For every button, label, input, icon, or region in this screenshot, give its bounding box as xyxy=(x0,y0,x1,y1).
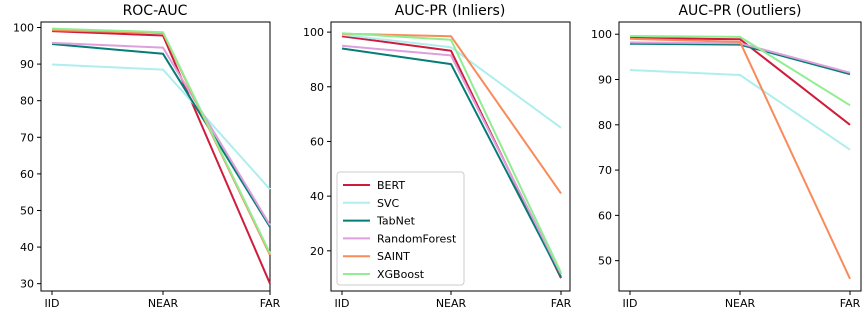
series-line-xgboost xyxy=(51,27,271,254)
legend-label: SVC xyxy=(377,197,400,210)
legend-item: XGBoost xyxy=(343,268,425,281)
axis-ticks: 20 40 60 80 100 IID NEAR FAR xyxy=(303,26,572,310)
series-line-svc xyxy=(341,33,562,129)
series-lines xyxy=(629,35,851,280)
plot-frame xyxy=(618,21,862,292)
x-tick-label: NEAR xyxy=(725,297,756,310)
subplot-auc-pr-outliers: AUC-PR (Outliers) 50 60 70 80 90 100 IID NEAR FA… xyxy=(591,3,862,310)
legend-label: SAINT xyxy=(377,250,410,263)
y-tick-label: 100 xyxy=(591,28,612,41)
y-tick-label: 40 xyxy=(20,241,34,254)
legend-item: SVC xyxy=(343,197,400,210)
series-lines xyxy=(51,27,271,285)
y-tick-label: 20 xyxy=(310,245,324,258)
legend-item: BERT xyxy=(343,179,405,192)
axis-ticks: 30 40 50 60 70 80 90 100 IID NEAR FAR xyxy=(13,21,281,310)
legend-label: RandomForest xyxy=(377,232,457,245)
series-line-xgboost xyxy=(341,32,562,274)
series-line-randomforest xyxy=(629,41,851,74)
subplot-title: AUC-PR (Inliers) xyxy=(395,3,506,19)
plot-frame xyxy=(40,21,271,292)
series-line-tabnet xyxy=(341,47,562,278)
x-tick-label: FAR xyxy=(840,297,861,310)
x-tick-label: FAR xyxy=(260,297,281,310)
y-tick-label: 40 xyxy=(310,190,324,203)
series-line-svc xyxy=(51,63,271,190)
x-tick-label: NEAR xyxy=(436,297,467,310)
axis-ticks: 50 60 70 80 90 100 IID NEAR FAR xyxy=(591,28,861,310)
y-tick-label: 100 xyxy=(303,26,324,39)
y-tick-label: 30 xyxy=(20,278,34,291)
series-line-saint xyxy=(629,37,851,280)
x-tick-label: IID xyxy=(335,297,350,310)
x-tick-label: FAR xyxy=(551,297,572,310)
legend-item: SAINT xyxy=(343,250,410,263)
series-line-tabnet xyxy=(629,42,851,76)
x-tick-label: IID xyxy=(45,297,60,310)
legend-label: BERT xyxy=(377,179,405,192)
legend-label: XGBoost xyxy=(377,268,425,281)
subplot-title: AUC-PR (Outliers) xyxy=(678,3,801,19)
series-line-randomforest xyxy=(51,41,271,226)
y-tick-label: 60 xyxy=(598,209,612,222)
y-tick-label: 80 xyxy=(598,119,612,132)
legend-items: BERT SVC TabNet RandomForest SAINT XGBoost xyxy=(343,179,457,281)
series-line-bert xyxy=(629,36,851,126)
y-tick-label: 80 xyxy=(20,95,34,108)
y-tick-label: 90 xyxy=(20,58,34,71)
y-tick-label: 90 xyxy=(598,74,612,87)
legend: BERT SVC TabNet RandomForest SAINT XGBoost xyxy=(336,171,465,286)
series-line-xgboost xyxy=(629,35,851,107)
y-tick-label: 60 xyxy=(310,135,324,148)
series-line-bert xyxy=(51,30,271,285)
series-lines xyxy=(341,32,562,279)
x-tick-label: IID xyxy=(623,297,638,310)
subplot-auc-pr-inliers: AUC-PR (Inliers) 20 40 60 80 100 IID NEAR FAR B… xyxy=(303,3,572,310)
y-tick-label: 70 xyxy=(20,131,34,144)
subplot-title: ROC-AUC xyxy=(123,3,188,19)
series-line-saint xyxy=(51,29,271,256)
y-tick-label: 50 xyxy=(20,204,34,217)
y-tick-label: 50 xyxy=(598,255,612,268)
series-line-svc xyxy=(629,69,851,151)
subplot-roc-auc: ROC-AUC 30 40 50 60 70 80 90 100 IID NEAR FAR xyxy=(13,3,281,310)
legend-item: RandomForest xyxy=(343,232,457,245)
y-tick-label: 60 xyxy=(20,168,34,181)
legend-label: TabNet xyxy=(376,215,416,228)
y-tick-label: 80 xyxy=(310,81,324,94)
x-tick-label: NEAR xyxy=(148,297,179,310)
series-line-tabnet xyxy=(51,43,271,228)
y-tick-label: 100 xyxy=(13,21,34,34)
series-line-randomforest xyxy=(341,44,562,275)
legend-item: TabNet xyxy=(343,215,416,228)
y-tick-label: 70 xyxy=(598,164,612,177)
